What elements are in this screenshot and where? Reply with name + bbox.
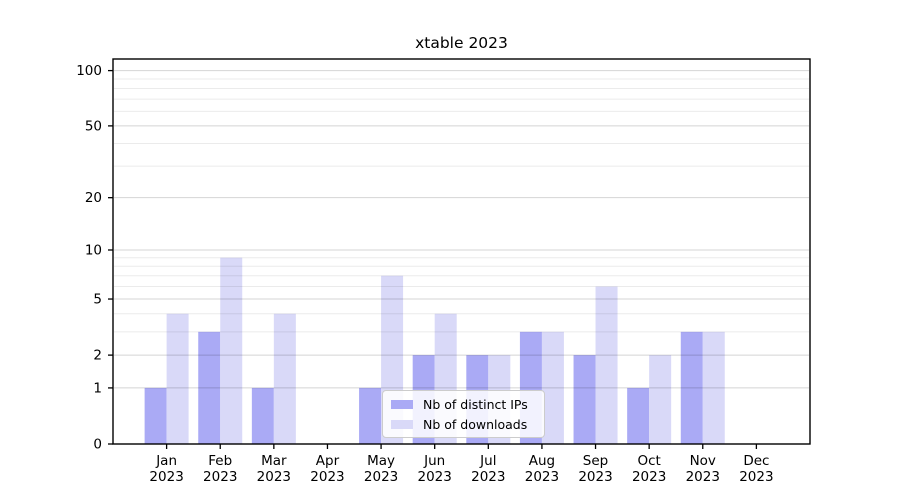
bar-downloads-feb [220,257,243,444]
y-tick-label: 10 [85,242,102,258]
bar-ips-jan [144,387,167,444]
chart-title: xtable 2023 [415,34,508,52]
y-tick-label: 1 [93,380,102,396]
legend-label-distinct-ips: Nb of distinct IPs [423,396,528,412]
bar-ips-feb [198,331,221,444]
x-tick-label-year: 2023 [418,469,452,485]
y-tick-label: 0 [93,437,102,453]
y-tick-label: 20 [85,190,102,206]
legend-swatch-downloads-icon [391,419,413,429]
x-tick-label-year: 2023 [632,469,666,485]
x-tick-label-year: 2023 [686,469,720,485]
x-tick-label-month: Sep [583,453,608,469]
x-tick-label-year: 2023 [525,469,559,485]
bar-ips-may [359,387,382,444]
bar-ips-mar [251,387,274,444]
x-tick-label-year: 2023 [578,469,612,485]
bar-downloads-mar [273,313,296,444]
x-tick-label-year: 2023 [257,469,291,485]
x-tick-label-month: Oct [637,453,660,469]
bar-downloads-oct [649,355,672,444]
bar-downloads-aug [541,331,564,444]
y-tick-label: 50 [85,118,102,134]
bar-ips-nov [680,331,703,444]
legend: Nb of distinct IPs Nb of downloads [382,390,545,438]
x-tick-label-month: May [367,453,395,469]
x-tick-label-month: Dec [743,453,769,469]
bar-downloads-nov [702,331,725,444]
x-tick-label-month: Nov [690,453,716,469]
bar-downloads-jan [166,313,189,444]
bar-ips-sep [573,355,596,444]
y-tick-label: 2 [93,348,102,364]
x-tick-label-month: Aug [529,453,555,469]
x-tick-label-year: 2023 [739,469,773,485]
plot-frame [112,58,811,445]
x-tick-label-month: Jun [423,453,445,469]
bar-downloads-sep [595,286,618,444]
x-tick-label-year: 2023 [310,469,344,485]
legend-swatch-distinct-ips-icon [391,399,413,409]
x-tick-label-month: Feb [208,453,232,469]
x-tick-label-month: Apr [316,453,340,469]
bar-ips-oct [627,387,650,444]
x-tick-label-year: 2023 [203,469,237,485]
x-tick-label-month: Jul [479,453,496,469]
x-tick-label-year: 2023 [364,469,398,485]
legend-item-distinct-ips: Nb of distinct IPs [391,394,544,414]
x-tick-label-month: Jan [155,453,177,469]
x-tick-label-year: 2023 [149,469,183,485]
legend-item-downloads: Nb of downloads [391,414,544,434]
x-tick-label-year: 2023 [471,469,505,485]
legend-label-downloads: Nb of downloads [423,416,528,432]
y-tick-label: 100 [76,63,102,79]
y-tick-label: 5 [93,292,102,308]
x-tick-label-month: Mar [261,453,287,469]
